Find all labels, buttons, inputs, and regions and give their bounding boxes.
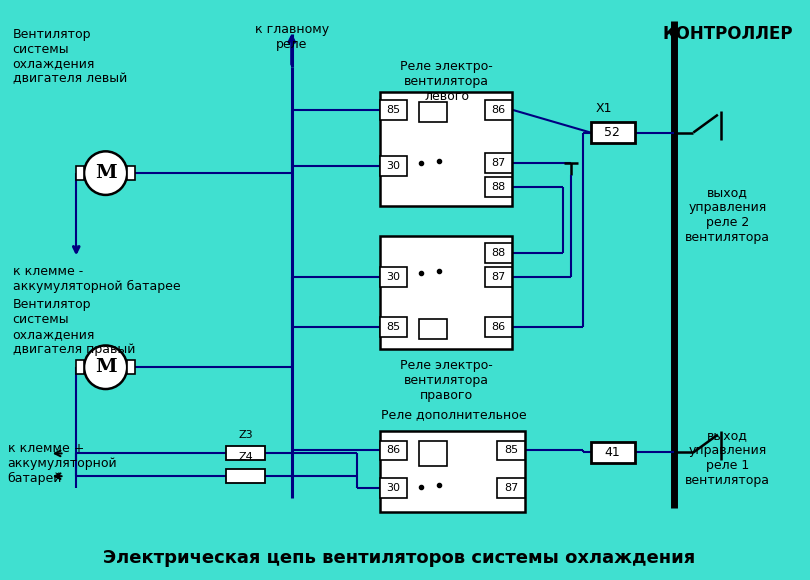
Bar [484,177,512,197]
Text: 87: 87 [504,483,518,493]
Bar [380,441,407,461]
Bar [380,156,407,176]
Bar [497,478,525,498]
Bar [497,441,525,461]
Bar [484,317,512,336]
Circle shape [84,151,127,195]
Text: 30: 30 [386,272,401,282]
Bar [419,441,446,466]
Bar [76,360,84,374]
Text: 87: 87 [492,158,505,168]
Text: 30: 30 [386,483,401,493]
Text: 52: 52 [604,126,620,139]
Bar [484,267,512,287]
Text: 85: 85 [386,105,401,115]
Text: 88: 88 [492,248,505,258]
Bar [484,100,512,119]
Bar [127,166,135,180]
Bar [419,102,446,122]
Text: 86: 86 [386,445,401,455]
Bar [226,447,266,461]
Bar [380,430,525,512]
Text: 85: 85 [386,322,401,332]
Bar [380,235,512,349]
Text: Z4: Z4 [238,452,253,462]
Text: 86: 86 [492,105,505,115]
Bar [484,244,512,263]
Text: M: M [95,358,117,376]
Bar [419,319,446,339]
Bar [484,153,512,173]
Bar [590,441,634,463]
Text: Вентилятор
системы
охлаждения
двигателя левый: Вентилятор системы охлаждения двигателя … [13,27,127,85]
Text: Реле дополнительное: Реле дополнительное [381,408,526,420]
Text: 87: 87 [492,272,505,282]
Bar [127,360,135,374]
Text: Реле электро-
вентилятора
левого: Реле электро- вентилятора левого [400,60,493,103]
Text: 85: 85 [504,445,518,455]
Bar [380,100,407,119]
Circle shape [84,346,127,389]
Bar [380,317,407,336]
Text: Z3: Z3 [238,430,253,440]
Text: X1: X1 [595,102,612,115]
Bar [226,469,266,483]
Text: к клемме -
аккумуляторной батарее: к клемме - аккумуляторной батарее [13,265,180,293]
Text: выход
управления
реле 2
вентилятора: выход управления реле 2 вентилятора [685,186,770,244]
Bar [380,267,407,287]
Text: 88: 88 [492,182,505,192]
Bar [380,92,512,206]
Text: Вентилятор
системы
охлаждения
двигателя правый: Вентилятор системы охлаждения двигателя … [13,298,135,356]
Text: 30: 30 [386,161,401,171]
Text: M: M [95,164,117,182]
Text: к главному
реле: к главному реле [254,23,329,50]
Text: 86: 86 [492,322,505,332]
Text: Электрическая цепь вентиляторов системы охлаждения: Электрическая цепь вентиляторов системы … [104,549,696,567]
Text: Реле электро-
вентилятора
правого: Реле электро- вентилятора правого [400,360,493,403]
Bar [76,166,84,180]
Text: 41: 41 [604,446,620,459]
Text: выход
управления
реле 1
вентилятора: выход управления реле 1 вентилятора [685,429,770,487]
Bar [590,122,634,143]
Text: КОНТРОЛЛЕР: КОНТРОЛЛЕР [663,24,793,42]
Bar [380,478,407,498]
Text: к клемме +
аккумуляторной
батарей: к клемме + аккумуляторной батарей [7,441,117,485]
